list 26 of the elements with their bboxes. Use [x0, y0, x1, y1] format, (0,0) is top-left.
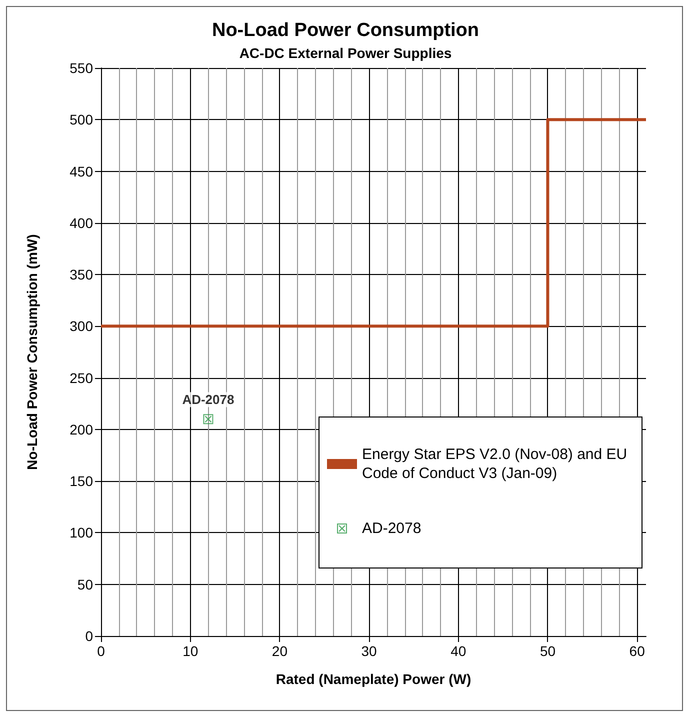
y-tick-label: 450 — [70, 163, 94, 180]
x-tick-label: 60 — [629, 643, 646, 659]
y-tick-label: 350 — [70, 266, 94, 283]
x-tick-label: 10 — [182, 643, 198, 659]
y-tick-label: 500 — [70, 112, 94, 128]
y-tick-label: 100 — [70, 524, 94, 541]
x-tick-label: 50 — [540, 643, 556, 659]
x-tick-label: 20 — [272, 643, 288, 659]
chart-subtitle: AC-DC External Power Supplies — [239, 45, 452, 61]
y-tick-label: 400 — [70, 214, 94, 231]
legend-label: AD-2078 — [362, 520, 422, 537]
y-tick-label: 50 — [77, 576, 94, 592]
y-tick-label: 250 — [70, 370, 94, 386]
x-tick-label: 40 — [450, 643, 466, 659]
y-tick-label: 300 — [70, 318, 94, 334]
x-tick-label: 30 — [361, 643, 378, 659]
y-axis-title: No-Load Power Consumption (mW) — [24, 234, 40, 470]
y-tick-label: 200 — [70, 421, 94, 438]
legend-label: Energy Star EPS V2.0 (Nov-08) and EU Code of Conduct V3 (Jan-09) — [362, 446, 632, 482]
y-tick-label: 0 — [85, 628, 94, 644]
y-tick-label: 550 — [70, 60, 94, 76]
annotation: AD-2078 — [182, 392, 234, 408]
y-tick-label: 150 — [70, 473, 94, 490]
x-axis-title: Rated (Nameplate) Power (W) — [276, 671, 472, 687]
chart-title: No-Load Power Consumption — [212, 20, 480, 41]
x-tick-label: 0 — [97, 643, 106, 659]
